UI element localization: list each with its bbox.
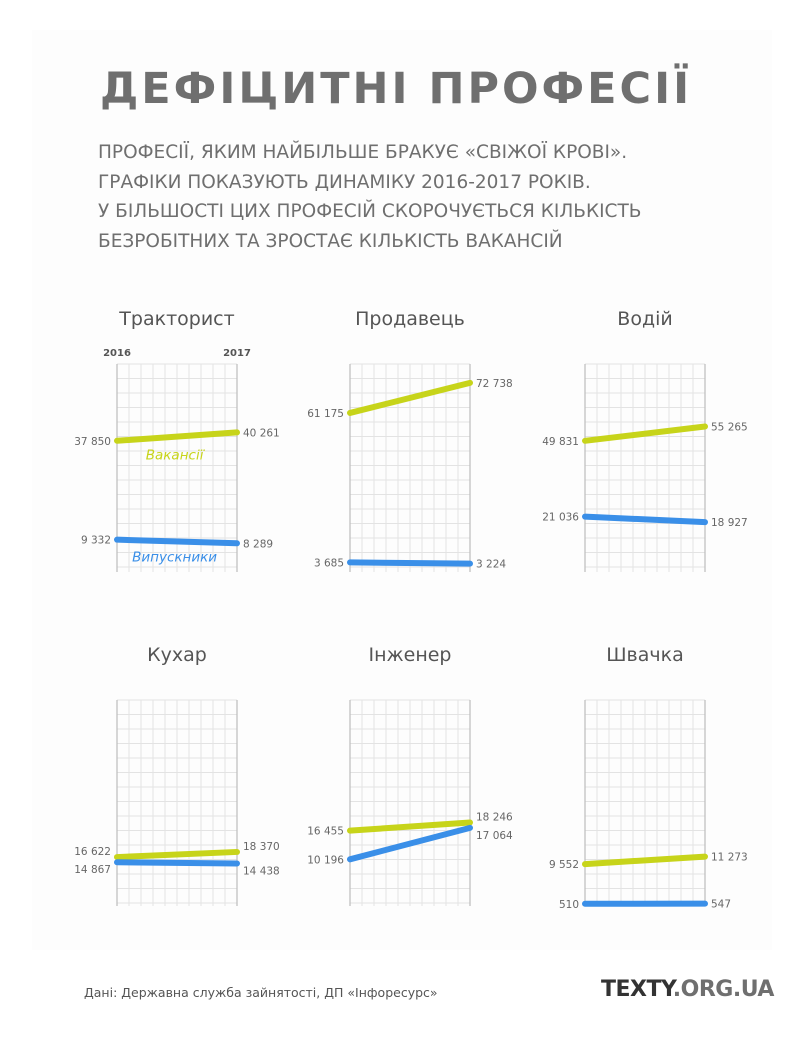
data-label: 18 246 (476, 811, 513, 823)
data-label: 17 064 (476, 830, 513, 842)
chart-title: Кухар (147, 644, 207, 666)
infographic-panel (32, 30, 772, 950)
data-label: 8 289 (243, 538, 273, 550)
chart-title: Продавець (355, 308, 465, 330)
data-label: 510 (559, 899, 579, 911)
series-line (114, 536, 240, 547)
series-line (347, 379, 473, 416)
data-label: 3 224 (476, 559, 506, 571)
data-label: 72 738 (476, 378, 513, 390)
source-note: Дані: Державна служба зайнятості, ДП «Ін… (84, 985, 438, 1000)
series-line (114, 848, 240, 861)
data-label: 9 332 (81, 535, 111, 547)
data-label: 49 831 (542, 436, 579, 448)
series-line (347, 819, 473, 834)
x-tick-label: 2017 (223, 348, 251, 359)
data-label: 16 622 (74, 846, 111, 858)
data-label: 9 552 (549, 859, 579, 871)
data-label: 14 867 (74, 864, 111, 876)
series-label: Випускники (132, 549, 217, 565)
series-line (114, 429, 240, 444)
subtitle-line: безробітних та зростає кількість вакансі… (98, 230, 563, 252)
subtitle: Професії, яким найбільше бракує «свіжої … (98, 138, 738, 256)
data-label: 21 036 (542, 512, 579, 524)
data-label: 10 196 (307, 854, 344, 866)
chart-title: Водій (617, 308, 672, 330)
data-label: 40 261 (243, 427, 280, 439)
data-label: 11 273 (711, 852, 748, 864)
data-label: 3 685 (314, 557, 344, 569)
series-line (347, 824, 473, 863)
data-label: 14 438 (243, 866, 280, 878)
chart-title: Інженер (368, 644, 451, 666)
brand-logo-name: TEXTY (601, 977, 673, 1002)
chart-title: Швачка (606, 644, 684, 666)
subtitle-line: У більшості цих професій скорочується кі… (98, 201, 642, 222)
data-label: 61 175 (307, 408, 344, 420)
chart-title: Тракторист (118, 308, 234, 330)
series-line (582, 853, 708, 868)
data-label: 18 927 (711, 517, 748, 529)
data-label: 18 370 (243, 841, 280, 853)
brand-logo-domain: .ORG.UA (672, 977, 775, 1002)
data-label: 37 850 (74, 436, 111, 448)
subtitle-line: Графіки показують динаміку 2016-2017 рок… (98, 171, 591, 193)
data-label: 16 455 (307, 826, 344, 838)
brand-logo[interactable]: TEXTY.ORG.UA (601, 977, 774, 1002)
series-line (582, 423, 708, 444)
x-tick-label: 2016 (103, 348, 131, 359)
page-title: ДЕФІЦИТНІ ПРОФЕСІЇ (100, 64, 693, 114)
series-line (347, 559, 473, 567)
series-label: Вакансії (146, 448, 206, 464)
series-line (582, 513, 708, 526)
data-label: 55 265 (711, 421, 748, 433)
subtitle-line: Професії, яким найбільше бракує «свіжої … (98, 142, 628, 163)
data-label: 547 (711, 899, 731, 911)
series-line (114, 859, 240, 867)
